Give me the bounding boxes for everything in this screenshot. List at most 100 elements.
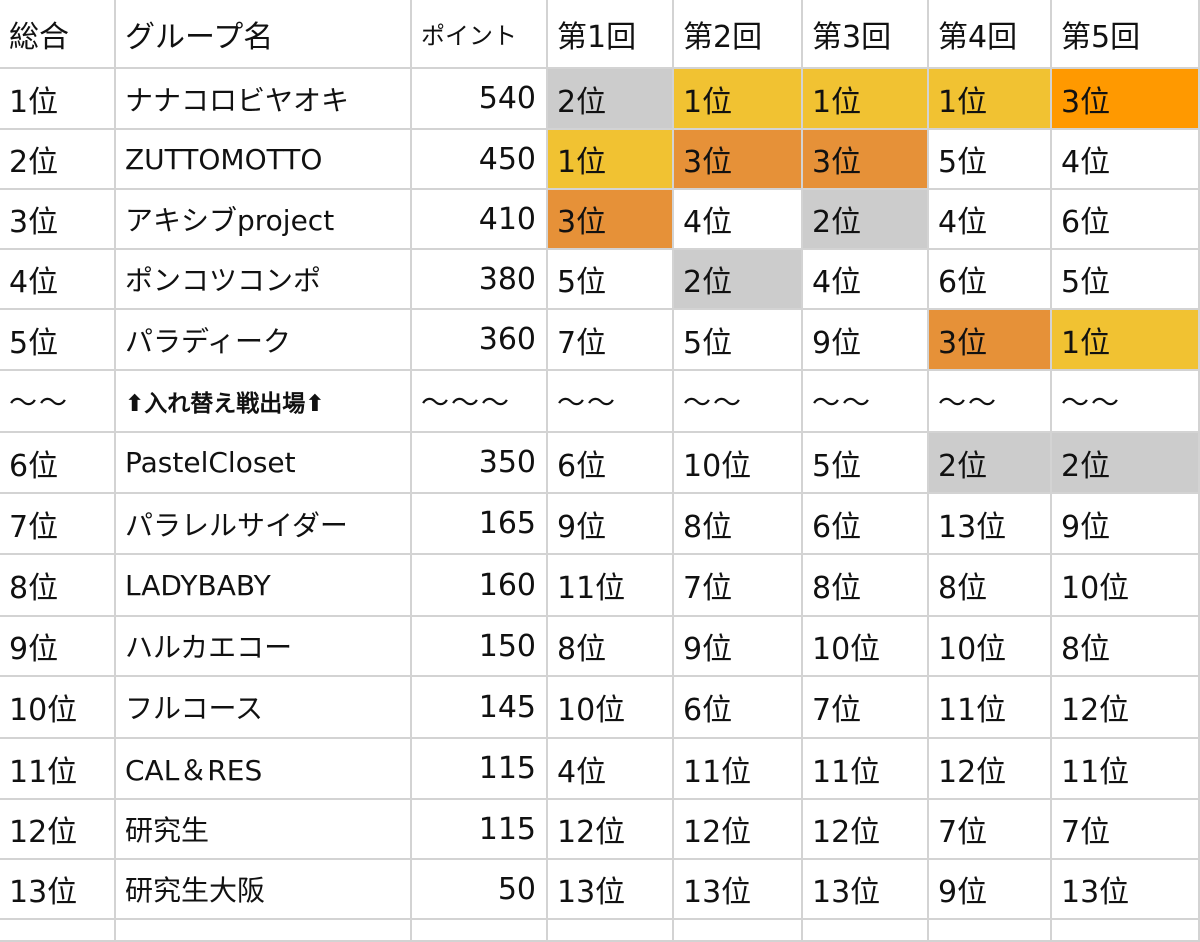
- overall-rank-cell[interactable]: 1位: [0, 69, 116, 130]
- round-rank-cell[interactable]: 3位: [674, 130, 803, 190]
- round-rank-cell[interactable]: 8位: [1052, 617, 1200, 677]
- round-rank-cell[interactable]: 1位: [674, 69, 803, 130]
- overall-rank-cell[interactable]: 12位: [0, 800, 116, 860]
- round-rank-cell[interactable]: 13位: [674, 860, 803, 920]
- empty-cell[interactable]: [0, 920, 116, 942]
- round-rank-cell[interactable]: 13位: [929, 494, 1052, 555]
- round-rank-cell[interactable]: 7位: [803, 677, 929, 739]
- overall-rank-cell[interactable]: 5位: [0, 310, 116, 371]
- round-rank-cell[interactable]: 13位: [1052, 860, 1200, 920]
- round-rank-cell[interactable]: 9位: [803, 310, 929, 371]
- points-cell[interactable]: 150: [412, 617, 548, 677]
- empty-cell[interactable]: [1052, 920, 1200, 942]
- group-name-cell[interactable]: PastelCloset: [116, 433, 412, 494]
- round-rank-cell[interactable]: 5位: [803, 433, 929, 494]
- separator-cell[interactable]: 〜〜: [1052, 371, 1200, 433]
- group-name-cell[interactable]: アキシブproject: [116, 190, 412, 250]
- group-name-cell[interactable]: 研究生大阪: [116, 860, 412, 920]
- round-rank-cell[interactable]: 3位: [803, 130, 929, 190]
- round-rank-cell[interactable]: 11位: [1052, 739, 1200, 800]
- overall-rank-cell[interactable]: 6位: [0, 433, 116, 494]
- empty-cell[interactable]: [412, 920, 548, 942]
- header-cell-group[interactable]: グループ名: [116, 0, 412, 69]
- round-rank-cell[interactable]: 4位: [803, 250, 929, 310]
- round-rank-cell[interactable]: 3位: [929, 310, 1052, 371]
- round-rank-cell[interactable]: 11位: [548, 555, 674, 617]
- round-rank-cell[interactable]: 10位: [1052, 555, 1200, 617]
- header-cell-points[interactable]: ポイント: [412, 0, 548, 69]
- separator-cell[interactable]: 〜〜: [929, 371, 1052, 433]
- overall-rank-cell[interactable]: 3位: [0, 190, 116, 250]
- overall-rank-cell[interactable]: 7位: [0, 494, 116, 555]
- separator-cell[interactable]: 〜〜: [674, 371, 803, 433]
- points-cell[interactable]: 145: [412, 677, 548, 739]
- header-cell-round-2[interactable]: 第2回: [674, 0, 803, 69]
- empty-cell[interactable]: [803, 920, 929, 942]
- round-rank-cell[interactable]: 6位: [548, 433, 674, 494]
- round-rank-cell[interactable]: 5位: [674, 310, 803, 371]
- points-cell[interactable]: 115: [412, 739, 548, 800]
- empty-cell[interactable]: [116, 920, 412, 942]
- header-cell-round-4[interactable]: 第4回: [929, 0, 1052, 69]
- round-rank-cell[interactable]: 3位: [1052, 69, 1200, 130]
- separator-cell[interactable]: 〜〜〜: [412, 371, 548, 433]
- group-name-cell[interactable]: パラディーク: [116, 310, 412, 371]
- overall-rank-cell[interactable]: 9位: [0, 617, 116, 677]
- header-cell-round-5[interactable]: 第5回: [1052, 0, 1200, 69]
- points-cell[interactable]: 350: [412, 433, 548, 494]
- round-rank-cell[interactable]: 4位: [1052, 130, 1200, 190]
- overall-rank-cell[interactable]: 8位: [0, 555, 116, 617]
- round-rank-cell[interactable]: 11位: [929, 677, 1052, 739]
- points-cell[interactable]: 540: [412, 69, 548, 130]
- round-rank-cell[interactable]: 2位: [1052, 433, 1200, 494]
- round-rank-cell[interactable]: 13位: [803, 860, 929, 920]
- round-rank-cell[interactable]: 11位: [674, 739, 803, 800]
- header-cell-round-3[interactable]: 第3回: [803, 0, 929, 69]
- round-rank-cell[interactable]: 8位: [674, 494, 803, 555]
- points-cell[interactable]: 450: [412, 130, 548, 190]
- round-rank-cell[interactable]: 2位: [674, 250, 803, 310]
- round-rank-cell[interactable]: 6位: [1052, 190, 1200, 250]
- points-cell[interactable]: 360: [412, 310, 548, 371]
- empty-cell[interactable]: [674, 920, 803, 942]
- group-name-cell[interactable]: フルコース: [116, 677, 412, 739]
- group-name-cell[interactable]: ZUTTOMOTTO: [116, 130, 412, 190]
- round-rank-cell[interactable]: 6位: [929, 250, 1052, 310]
- points-cell[interactable]: 380: [412, 250, 548, 310]
- round-rank-cell[interactable]: 11位: [803, 739, 929, 800]
- round-rank-cell[interactable]: 10位: [803, 617, 929, 677]
- points-cell[interactable]: 115: [412, 800, 548, 860]
- overall-rank-cell[interactable]: 10位: [0, 677, 116, 739]
- round-rank-cell[interactable]: 8位: [803, 555, 929, 617]
- round-rank-cell[interactable]: 2位: [803, 190, 929, 250]
- empty-cell[interactable]: [548, 920, 674, 942]
- round-rank-cell[interactable]: 7位: [548, 310, 674, 371]
- round-rank-cell[interactable]: 4位: [929, 190, 1052, 250]
- group-name-cell[interactable]: ポンコツコンポ: [116, 250, 412, 310]
- round-rank-cell[interactable]: 2位: [929, 433, 1052, 494]
- empty-cell[interactable]: [929, 920, 1052, 942]
- round-rank-cell[interactable]: 6位: [803, 494, 929, 555]
- round-rank-cell[interactable]: 7位: [1052, 800, 1200, 860]
- round-rank-cell[interactable]: 9位: [1052, 494, 1200, 555]
- round-rank-cell[interactable]: 4位: [548, 739, 674, 800]
- round-rank-cell[interactable]: 1位: [1052, 310, 1200, 371]
- round-rank-cell[interactable]: 5位: [929, 130, 1052, 190]
- round-rank-cell[interactable]: 3位: [548, 190, 674, 250]
- header-cell-round-1[interactable]: 第1回: [548, 0, 674, 69]
- separator-cell[interactable]: 〜〜: [548, 371, 674, 433]
- separator-cell[interactable]: 〜〜: [0, 371, 116, 433]
- round-rank-cell[interactable]: 12位: [674, 800, 803, 860]
- round-rank-cell[interactable]: 7位: [929, 800, 1052, 860]
- group-name-cell[interactable]: LADYBABY: [116, 555, 412, 617]
- round-rank-cell[interactable]: 9位: [929, 860, 1052, 920]
- group-name-cell[interactable]: CAL＆RES: [116, 739, 412, 800]
- round-rank-cell[interactable]: 12位: [548, 800, 674, 860]
- round-rank-cell[interactable]: 13位: [548, 860, 674, 920]
- round-rank-cell[interactable]: 1位: [803, 69, 929, 130]
- round-rank-cell[interactable]: 9位: [674, 617, 803, 677]
- round-rank-cell[interactable]: 1位: [548, 130, 674, 190]
- round-rank-cell[interactable]: 4位: [674, 190, 803, 250]
- header-cell-overall[interactable]: 総合: [0, 0, 116, 69]
- round-rank-cell[interactable]: 6位: [674, 677, 803, 739]
